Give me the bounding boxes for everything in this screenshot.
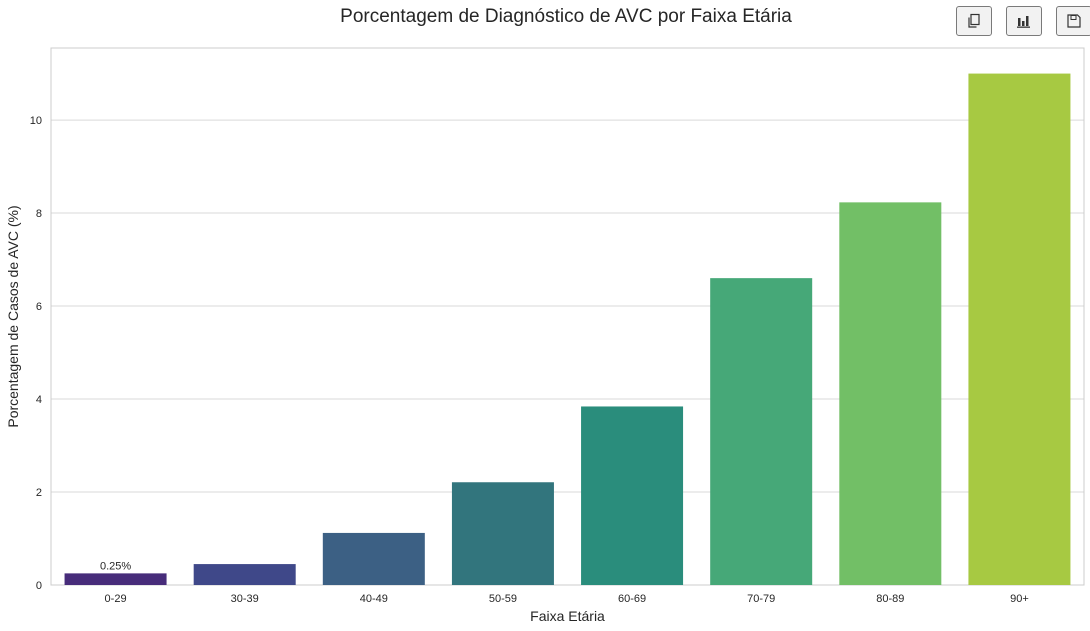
bar-70-79 [710,278,813,585]
chart-title: Porcentagem de Diagnóstico de AVC por Fa… [340,6,792,27]
y-tick-label: 6 [36,301,42,313]
x-tick-label: 40-49 [360,593,388,605]
x-tick-label: 50-59 [489,593,517,605]
y-tick-labels: 0 2 4 6 8 10 [30,115,42,592]
plot-frame [50,47,1085,586]
save-button[interactable] [1056,6,1090,36]
floppy-disk-icon [1067,14,1081,28]
x-tick-labels: 0-29 30-39 40-49 50-59 60-69 70-79 80-89 90+ [105,593,1029,605]
data-labels: 0.25% [100,560,131,572]
chart-button[interactable] [1006,6,1042,36]
y-tick-label: 8 [36,208,42,220]
y-tick-label: 10 [30,115,42,127]
bar-chart-icon [1017,16,1030,28]
data-label: 0.25% [100,560,131,572]
bars [64,73,1071,586]
y-tick-label: 4 [36,394,42,406]
x-tick-label: 30-39 [231,593,259,605]
x-tick-label: 60-69 [618,593,646,605]
x-tick-label: 90+ [1010,593,1029,605]
bar-60-69 [581,406,684,585]
x-axis-label: Faixa Etária [530,608,605,624]
bar-80-89 [839,202,942,585]
copy-icon [968,13,980,28]
y-tick-label: 0 [36,580,42,592]
y-tick-label: 2 [36,487,42,499]
copy-button[interactable] [956,6,992,36]
bar-30-39 [193,564,296,585]
bar-50-59 [451,482,554,585]
x-tick-label: 80-89 [876,593,904,605]
bar-0-29 [64,573,167,585]
x-tick-label: 0-29 [105,593,127,605]
x-tick-label: 70-79 [747,593,775,605]
y-axis-label: Porcentagem de Casos de AVC (%) [5,205,21,427]
bar-40-49 [322,532,425,585]
bar-90+ [968,73,1071,586]
